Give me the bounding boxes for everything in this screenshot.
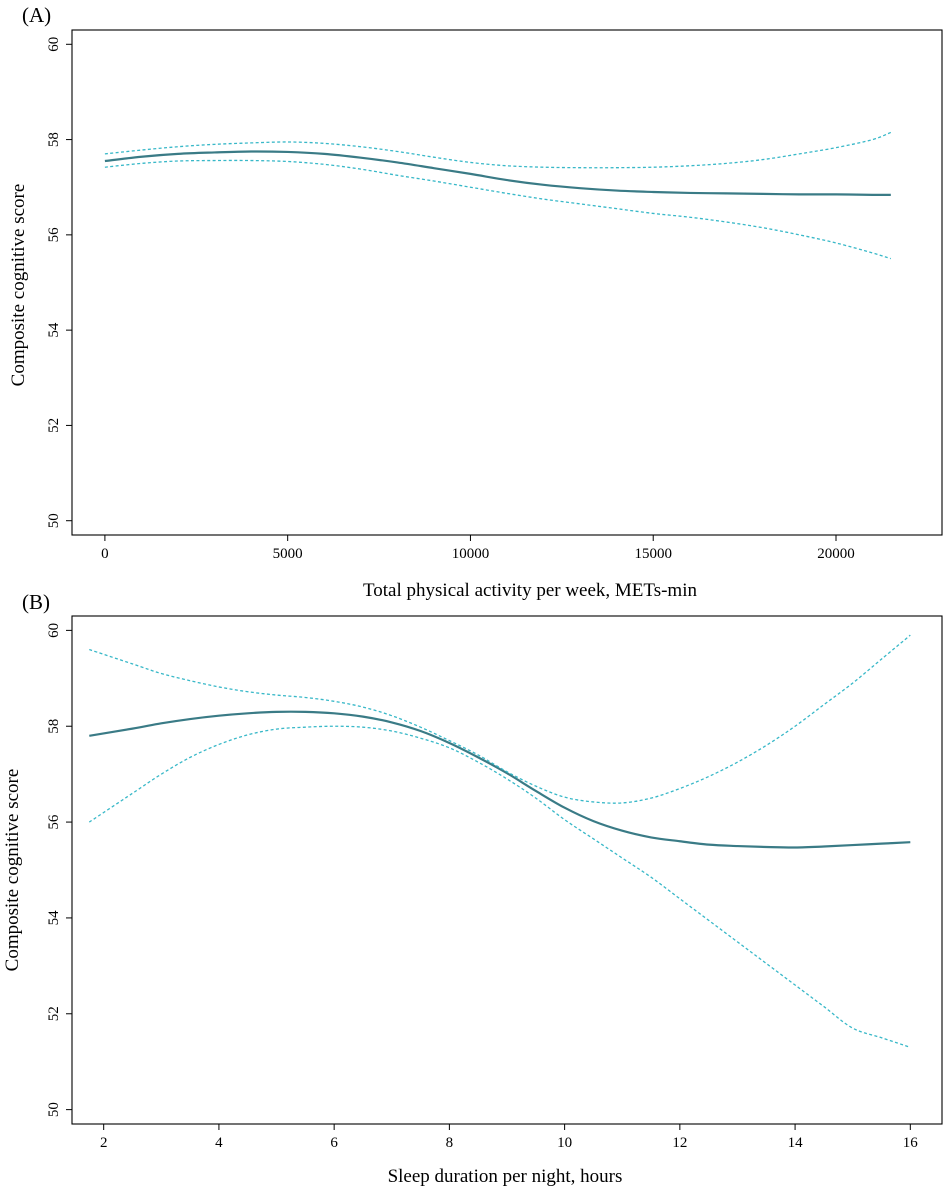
x-tick-label: 15000 (634, 546, 672, 562)
x-tick-label: 4 (215, 1135, 223, 1151)
panel-a-x-ticks: 0 5000 10000 15000 20000 (101, 535, 855, 562)
panel-b-x-axis-title: Sleep duration per night, hours (388, 1166, 623, 1187)
x-tick-label: 16 (903, 1135, 919, 1151)
y-tick-label: 58 (46, 719, 62, 734)
panel-b-y-ticks: 50 52 54 56 58 60 (46, 623, 72, 1117)
x-tick-label: 6 (330, 1135, 338, 1151)
panel-a: (A) Composite cognitive score Total phys… (8, 3, 943, 601)
panel-a-y-ticks: 50 52 54 56 58 60 (46, 37, 72, 528)
panel-a-y-axis-title: Composite cognitive score (8, 184, 29, 387)
y-tick-label: 52 (46, 418, 62, 433)
x-tick-label: 10000 (452, 546, 490, 562)
y-tick-label: 52 (46, 1006, 62, 1021)
x-tick-label: 0 (101, 546, 109, 562)
estimate-line (104, 150, 891, 196)
panel-b-x-ticks: 2 4 6 8 10 12 14 16 (100, 1124, 918, 1151)
panel-a-lines (104, 131, 892, 260)
y-tick-label: 60 (46, 623, 62, 638)
panel-a-x-axis-title: Total physical activity per week, METs-m… (363, 580, 697, 601)
panel-b-plot-frame (71, 615, 943, 1125)
ci-lower-line (88, 725, 911, 1048)
ci-lower-line (104, 159, 892, 260)
ci-upper-line (104, 131, 892, 169)
y-tick-label: 58 (46, 132, 62, 147)
y-tick-label: 50 (46, 1102, 62, 1117)
estimate-line (89, 710, 911, 849)
panel-b-lines (88, 634, 911, 1048)
panel-b-y-axis-title: Composite cognitive score (2, 769, 23, 972)
y-tick-label: 56 (46, 227, 62, 243)
x-tick-label: 12 (672, 1135, 687, 1151)
panel-a-label: (A) (22, 3, 51, 27)
x-tick-label: 2 (100, 1135, 108, 1151)
panel-b-label: (B) (22, 590, 50, 614)
x-tick-label: 5000 (273, 546, 303, 562)
ci-upper-line (89, 634, 911, 804)
panel-a-plot-frame (71, 29, 943, 536)
y-tick-label: 60 (46, 37, 62, 52)
y-tick-label: 54 (46, 322, 62, 338)
x-tick-label: 8 (446, 1135, 454, 1151)
x-tick-label: 14 (788, 1135, 804, 1151)
y-tick-label: 50 (46, 513, 62, 528)
y-tick-label: 56 (46, 814, 62, 830)
y-tick-label: 54 (46, 910, 62, 926)
x-tick-label: 20000 (817, 546, 855, 562)
x-tick-label: 10 (557, 1135, 572, 1151)
panel-b: (B) Composite cognitive score Sleep dura… (2, 590, 943, 1187)
